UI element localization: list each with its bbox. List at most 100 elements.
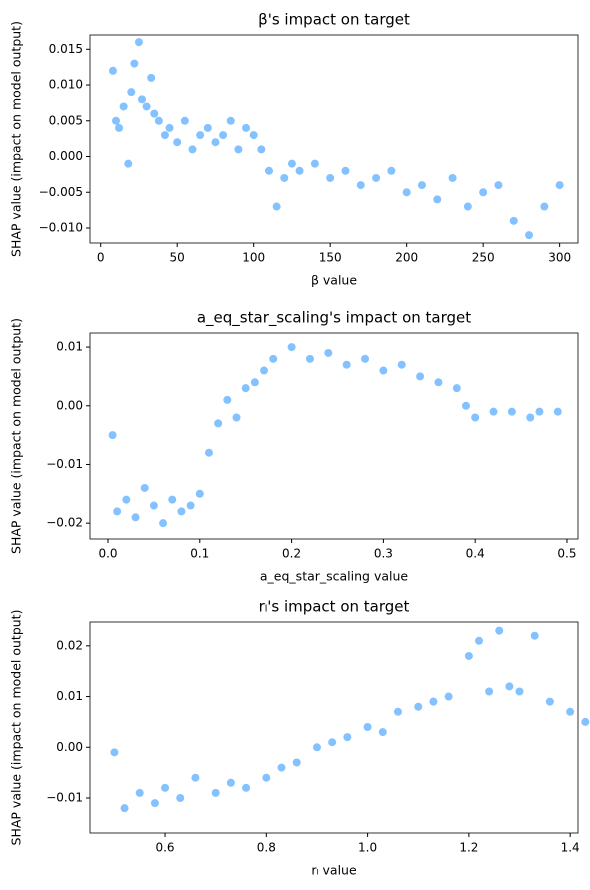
point — [417, 181, 426, 190]
point — [566, 707, 575, 716]
point — [535, 407, 544, 416]
point — [242, 783, 251, 792]
chart-title: a_eq_star_scaling's impact on target — [197, 309, 471, 328]
point — [434, 378, 443, 387]
point — [287, 343, 296, 352]
y-tick-label: 0.00 — [56, 740, 83, 754]
point — [378, 728, 387, 737]
point — [161, 783, 170, 792]
point — [452, 384, 461, 393]
y-tick-label: −0.01 — [46, 791, 83, 805]
y-tick-label: 0.000 — [49, 149, 83, 163]
point — [341, 166, 350, 175]
point — [343, 733, 352, 742]
point — [416, 372, 425, 381]
point — [186, 501, 195, 510]
point — [159, 519, 168, 528]
point — [479, 188, 488, 197]
plot-frame — [89, 332, 579, 540]
point — [464, 651, 473, 660]
point — [264, 166, 273, 175]
point — [150, 799, 159, 808]
x-axis-label: β value — [311, 273, 357, 288]
point — [581, 717, 590, 726]
point — [257, 145, 266, 154]
y-tick-label: 0.005 — [49, 113, 83, 127]
point — [173, 138, 182, 147]
point — [433, 195, 442, 204]
x-tick-label: 250 — [472, 251, 495, 265]
point — [463, 202, 472, 211]
point — [149, 501, 158, 510]
x-axis-label: rₗ value — [311, 863, 357, 878]
point — [310, 159, 319, 168]
point — [280, 173, 289, 182]
point — [223, 395, 232, 404]
point — [295, 166, 304, 175]
point — [305, 354, 314, 363]
point — [494, 181, 503, 190]
point — [140, 483, 149, 492]
point — [448, 173, 457, 182]
point — [471, 413, 480, 422]
point — [260, 366, 269, 375]
x-tick-label: 300 — [548, 251, 571, 265]
x-tick-label: 0.2 — [282, 547, 301, 561]
point — [226, 778, 235, 787]
point — [526, 413, 535, 422]
x-tick-label: 0.3 — [374, 547, 393, 561]
point — [177, 507, 186, 516]
point — [509, 216, 518, 225]
y-tick-label: 0.010 — [49, 78, 83, 92]
point — [393, 707, 402, 716]
point — [277, 763, 286, 772]
y-tick-label: −0.02 — [46, 516, 83, 530]
point — [387, 166, 396, 175]
point — [135, 788, 144, 797]
point — [485, 687, 494, 696]
x-axis-label: a_eq_star_scaling value — [260, 569, 409, 584]
point — [122, 495, 131, 504]
x-tick-label: 1.4 — [561, 841, 580, 855]
point — [211, 788, 220, 797]
point — [203, 123, 212, 132]
point — [402, 188, 411, 197]
point — [397, 360, 406, 369]
point — [515, 687, 524, 696]
point — [234, 145, 243, 154]
point — [555, 181, 564, 190]
point — [138, 95, 147, 104]
point — [226, 116, 235, 125]
x-tick-label: 1.0 — [358, 841, 377, 855]
plot-frame — [89, 34, 579, 244]
point — [120, 804, 129, 813]
point — [287, 159, 296, 168]
point — [553, 407, 562, 416]
point — [188, 145, 197, 154]
point — [249, 131, 258, 140]
point — [176, 794, 185, 803]
point — [168, 495, 177, 504]
point — [108, 431, 117, 440]
x-tick-label: 0.5 — [557, 547, 576, 561]
point — [165, 123, 174, 132]
point — [113, 507, 122, 516]
point — [130, 59, 139, 68]
point — [124, 159, 133, 168]
point — [110, 748, 119, 757]
point — [361, 354, 370, 363]
point — [475, 636, 484, 645]
point — [507, 407, 516, 416]
point — [191, 773, 200, 782]
y-tick-label: −0.005 — [39, 185, 83, 199]
point — [242, 123, 251, 132]
point — [269, 354, 278, 363]
point — [112, 116, 121, 125]
x-tick-label: 0.1 — [190, 547, 209, 561]
y-tick-label: 0.02 — [56, 638, 83, 652]
point — [195, 489, 204, 498]
point — [131, 513, 140, 522]
point — [214, 419, 223, 428]
